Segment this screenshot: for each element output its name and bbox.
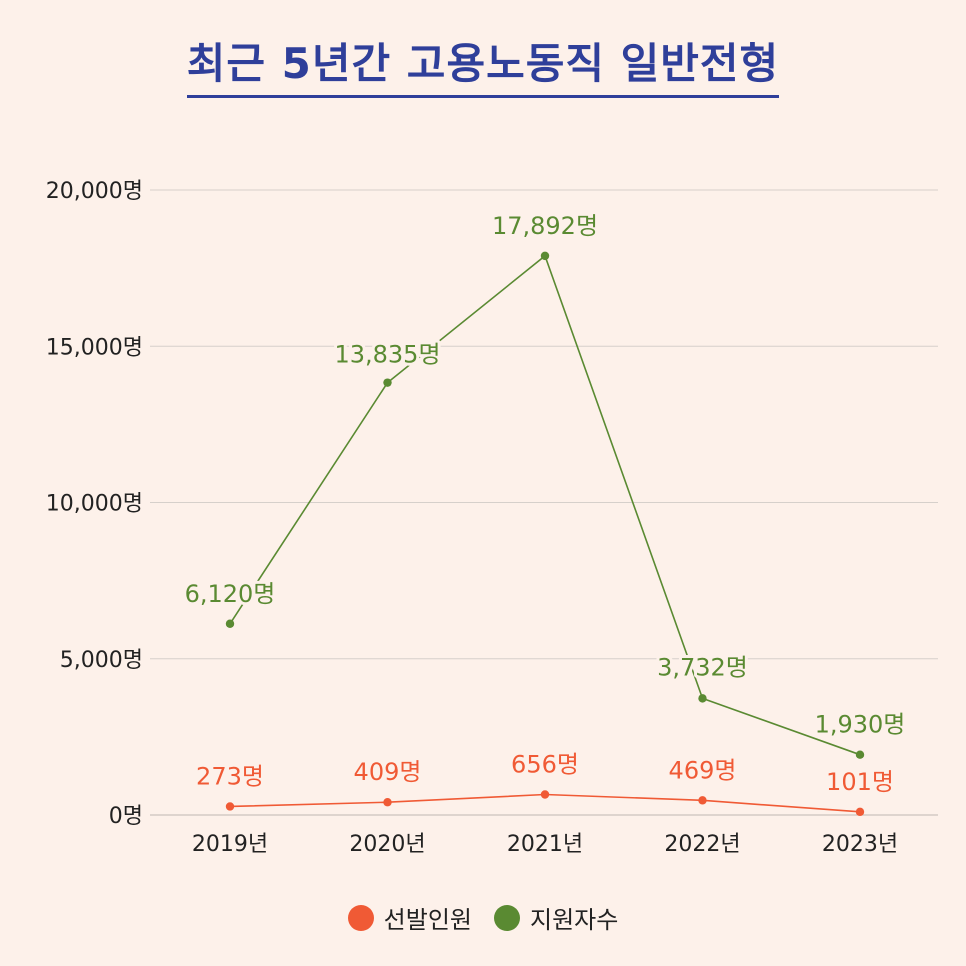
data-point [540, 251, 550, 261]
y-tick-label: 10,000명 [46, 492, 143, 517]
data-point [698, 796, 707, 805]
x-tick-label: 2021년 [507, 832, 583, 857]
legend-marker [494, 904, 520, 931]
data-point [855, 807, 865, 817]
data-label: 3,732명 [657, 653, 748, 681]
x-tick-label: 2023년 [822, 832, 898, 857]
data-label: 469명 [669, 756, 737, 784]
data-label: 656명 [511, 751, 579, 779]
data-label: 101명 [826, 768, 894, 796]
y-tick-label: 0명 [109, 804, 143, 829]
legend: 선발인원 지원자수 [0, 900, 966, 935]
series-line-2 [229, 254, 861, 756]
data-point [540, 790, 550, 799]
x-tick-label: 2022년 [664, 832, 740, 857]
legend-marker [347, 904, 374, 931]
data-point [855, 750, 865, 759]
legend-label: 선발인원 [383, 906, 472, 934]
chart-title-text: 최근 5년간 고용노동직 일반전형 [186, 30, 780, 98]
data-label: 1,930명 [815, 711, 906, 739]
data-label: 17,892명 [492, 212, 598, 240]
chart-title: 최근 5년간 고용노동직 일반전형 [0, 30, 966, 98]
legend-item: 선발인원 [347, 900, 472, 935]
legend-label: 지원자수 [530, 906, 619, 934]
data-point [225, 802, 235, 811]
data-point [698, 694, 707, 703]
y-tick-label: 20,000명 [46, 179, 143, 204]
data-label: 409명 [354, 758, 422, 786]
data-label: 273명 [196, 762, 264, 790]
data-point [383, 378, 392, 387]
data-point [225, 619, 235, 628]
y-tick-label: 15,000명 [46, 335, 143, 360]
y-tick-label: 5,000명 [60, 648, 143, 673]
legend-item: 지원자수 [494, 900, 618, 935]
x-tick-label: 2020년 [349, 832, 425, 857]
x-tick-label: 2019년 [192, 832, 268, 857]
data-label: 13,835명 [334, 341, 440, 369]
data-label: 6,120명 [185, 580, 276, 608]
data-point [383, 798, 392, 807]
